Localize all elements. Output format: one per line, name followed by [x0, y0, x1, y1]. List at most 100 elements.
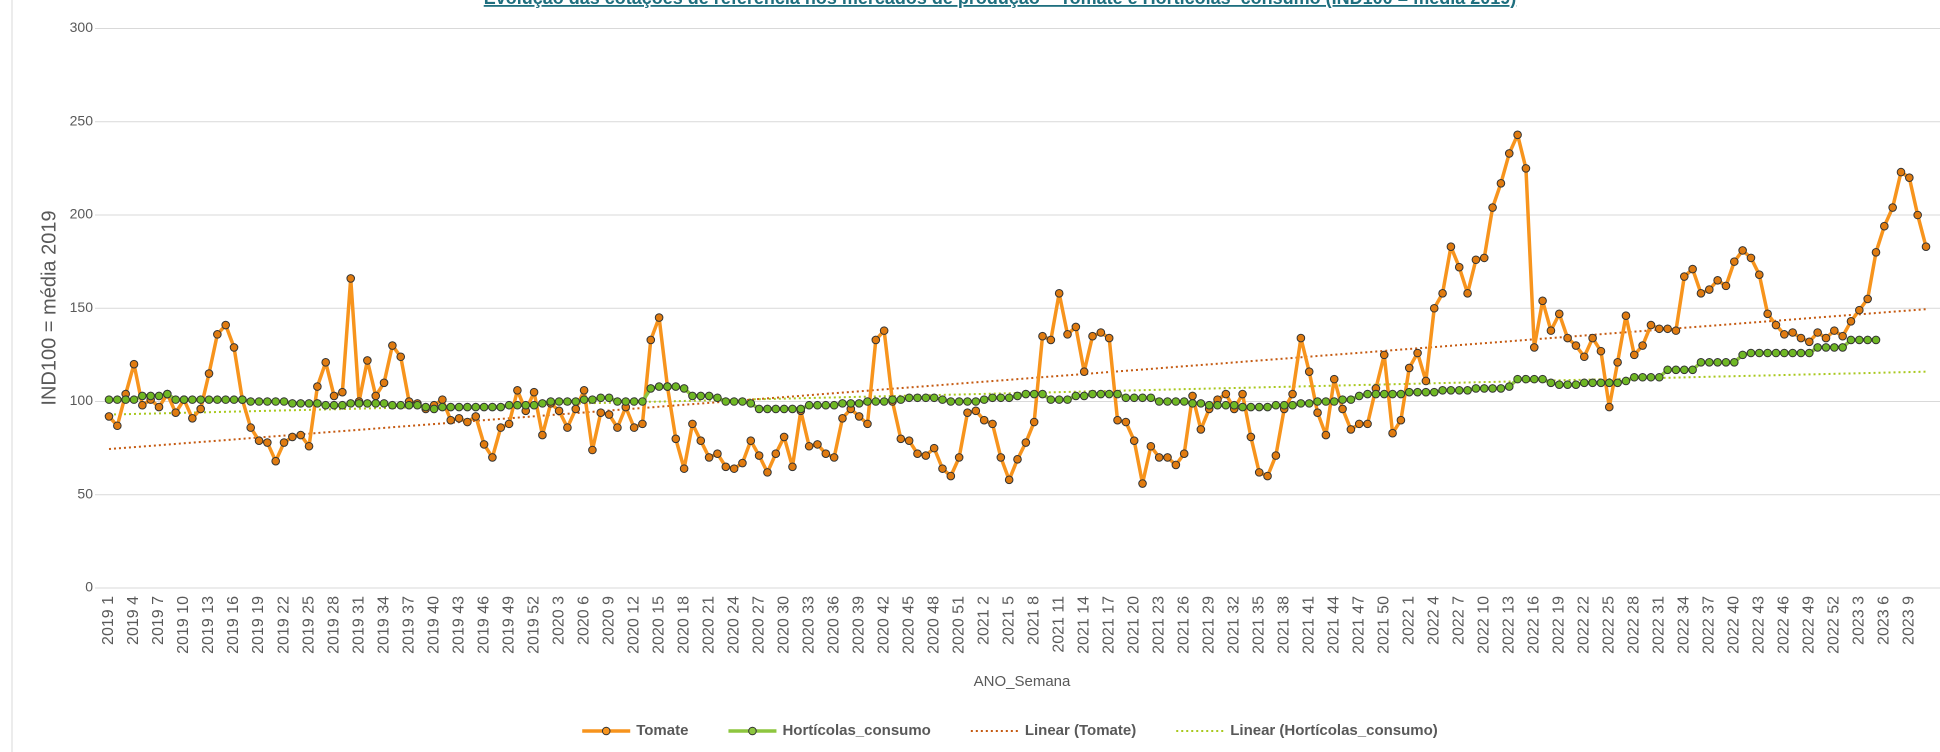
y-tick-label: 0 — [85, 579, 93, 595]
data-point — [1388, 428, 1397, 438]
series-line — [107, 133, 1928, 486]
data-point — [1463, 386, 1472, 395]
data-point — [1855, 335, 1864, 345]
data-point — [221, 395, 230, 404]
data-point — [329, 400, 339, 410]
data-point — [1554, 380, 1564, 390]
data-point — [1796, 348, 1806, 358]
data-point — [363, 399, 372, 408]
x-tick-label: 2019 40 — [425, 596, 442, 654]
data-point — [721, 397, 731, 406]
data-point — [429, 404, 439, 414]
data-point — [346, 399, 356, 408]
data-point — [1571, 341, 1581, 350]
data-point — [554, 397, 564, 406]
data-point — [1013, 455, 1022, 464]
data-point — [113, 395, 122, 404]
data-point — [463, 417, 472, 427]
y-tick-label: 50 — [77, 485, 93, 501]
data-point — [629, 423, 639, 432]
data-point — [1529, 374, 1539, 384]
data-point — [863, 419, 872, 429]
data-point — [379, 399, 389, 408]
data-point — [196, 395, 205, 404]
data-point — [763, 468, 772, 477]
data-point — [346, 274, 356, 283]
data-point — [1563, 380, 1572, 390]
data-point — [329, 391, 339, 401]
data-point — [1604, 378, 1614, 388]
data-point — [746, 399, 756, 408]
data-point — [121, 395, 130, 404]
data-point — [804, 441, 814, 451]
data-point — [438, 402, 447, 412]
data-point — [1679, 272, 1689, 281]
data-point — [1188, 399, 1197, 408]
x-tick-label: 2020 24 — [725, 596, 742, 654]
data-point — [838, 399, 847, 408]
data-point — [1013, 391, 1022, 401]
data-point — [396, 400, 406, 410]
data-point — [904, 436, 914, 445]
data-point — [613, 423, 622, 432]
data-point — [1379, 389, 1389, 399]
data-point — [1071, 391, 1081, 401]
x-tick-label: 2021 11 — [1050, 596, 1067, 653]
data-point — [1221, 389, 1231, 399]
data-point — [1054, 395, 1064, 404]
data-point — [1313, 408, 1322, 417]
data-point — [1755, 270, 1764, 279]
data-point — [696, 436, 706, 445]
x-tick-label: 2019 37 — [400, 596, 417, 654]
data-point — [1596, 378, 1606, 388]
data-point — [788, 462, 797, 472]
data-point — [1413, 387, 1422, 397]
data-point — [138, 400, 147, 410]
data-point — [729, 464, 739, 473]
data-point — [1271, 400, 1281, 410]
data-point — [129, 395, 139, 404]
y-tick-label: 250 — [70, 112, 94, 128]
x-tick-label: 2021 32 — [1225, 596, 1242, 654]
data-point — [1229, 400, 1239, 410]
data-point — [646, 335, 656, 345]
data-point — [1763, 309, 1772, 319]
data-point — [204, 369, 214, 378]
data-point — [496, 402, 506, 412]
data-point — [279, 397, 289, 406]
data-point — [1279, 400, 1289, 410]
x-tick-label: 2021 41 — [1300, 596, 1317, 654]
data-point — [1404, 363, 1414, 373]
data-point — [1704, 285, 1714, 294]
data-point — [579, 386, 589, 395]
data-point — [1046, 395, 1056, 404]
data-point — [1304, 367, 1314, 376]
data-point — [213, 330, 222, 339]
data-point — [746, 436, 756, 445]
data-point — [1046, 335, 1056, 345]
data-point — [313, 382, 322, 391]
data-point — [154, 391, 164, 401]
x-tick-label: 2019 28 — [325, 596, 342, 654]
data-point — [871, 397, 881, 406]
data-point — [771, 404, 781, 414]
data-point — [321, 358, 331, 367]
data-point — [704, 453, 714, 462]
data-point — [288, 432, 297, 442]
data-point — [271, 456, 280, 466]
data-point — [271, 397, 280, 406]
y-tick-label: 150 — [70, 299, 94, 315]
data-point — [1913, 210, 1922, 220]
data-point — [679, 384, 689, 393]
x-tick-label: 2022 40 — [1726, 596, 1743, 654]
data-point — [1121, 417, 1131, 427]
data-point — [1654, 372, 1664, 382]
data-point — [1554, 309, 1564, 319]
data-point — [1855, 305, 1864, 315]
data-point — [1063, 330, 1072, 339]
data-point — [154, 402, 164, 412]
data-point — [929, 393, 939, 403]
data-point — [1421, 376, 1431, 386]
data-point — [388, 341, 397, 350]
data-point — [979, 415, 989, 425]
